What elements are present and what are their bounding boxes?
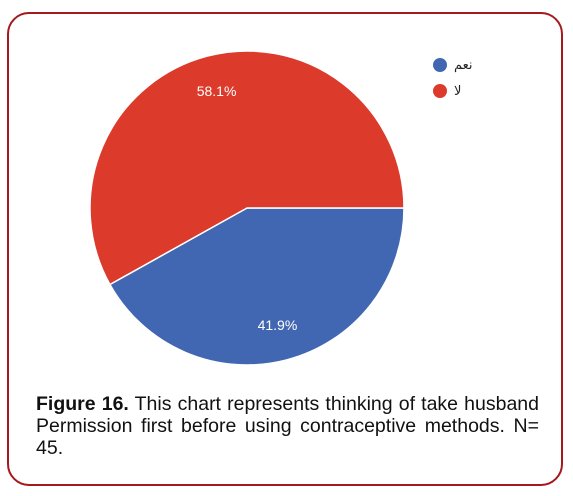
figure-caption: Figure 16. This chart represents thinkin… <box>36 393 539 459</box>
pie-slice-yes <box>108 207 405 366</box>
legend-item-yes: نعم <box>433 52 473 78</box>
legend-swatch-yes <box>433 58 447 72</box>
legend-swatch-no <box>433 84 447 98</box>
figure-caption-text: This chart represents thinking of take h… <box>36 393 539 459</box>
pie-label-no: 58.1% <box>197 83 237 99</box>
pie-label-yes: 41.9% <box>258 317 298 333</box>
legend-label-yes: نعم <box>454 57 473 73</box>
chart-legend: نعم لا <box>433 52 473 104</box>
legend-item-no: لا <box>433 78 473 104</box>
pie-slice-no <box>89 50 405 286</box>
figure-label: Figure 16. <box>36 393 129 415</box>
legend-label-no: لا <box>454 83 462 99</box>
